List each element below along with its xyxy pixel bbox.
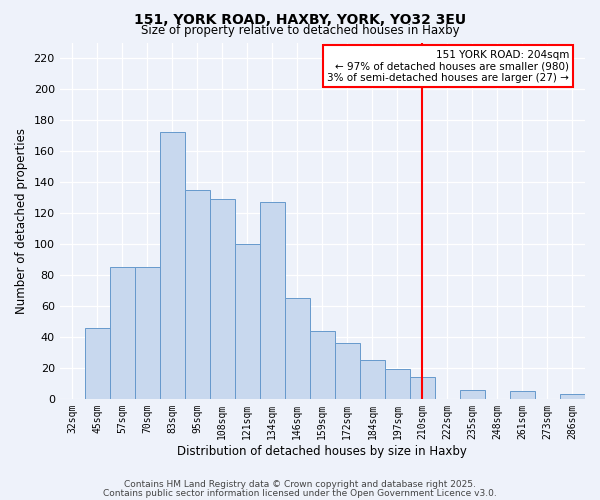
Bar — [135, 267, 160, 399]
Y-axis label: Number of detached properties: Number of detached properties — [15, 128, 28, 314]
Bar — [510, 391, 535, 399]
Bar — [260, 202, 285, 399]
Bar — [185, 190, 210, 399]
Text: 151 YORK ROAD: 204sqm
← 97% of detached houses are smaller (980)
3% of semi-deta: 151 YORK ROAD: 204sqm ← 97% of detached … — [328, 50, 569, 83]
Bar — [210, 199, 235, 399]
Bar — [560, 394, 585, 399]
Bar — [85, 328, 110, 399]
Text: Contains public sector information licensed under the Open Government Licence v3: Contains public sector information licen… — [103, 489, 497, 498]
Bar — [410, 377, 435, 399]
Bar — [460, 390, 485, 399]
Text: 151, YORK ROAD, HAXBY, YORK, YO32 3EU: 151, YORK ROAD, HAXBY, YORK, YO32 3EU — [134, 12, 466, 26]
Bar — [160, 132, 185, 399]
X-axis label: Distribution of detached houses by size in Haxby: Distribution of detached houses by size … — [178, 444, 467, 458]
Bar — [360, 360, 385, 399]
Text: Size of property relative to detached houses in Haxby: Size of property relative to detached ho… — [140, 24, 460, 37]
Bar — [310, 330, 335, 399]
Bar — [235, 244, 260, 399]
Bar — [335, 343, 360, 399]
Bar — [285, 298, 310, 399]
Text: Contains HM Land Registry data © Crown copyright and database right 2025.: Contains HM Land Registry data © Crown c… — [124, 480, 476, 489]
Bar — [110, 267, 135, 399]
Bar — [385, 370, 410, 399]
